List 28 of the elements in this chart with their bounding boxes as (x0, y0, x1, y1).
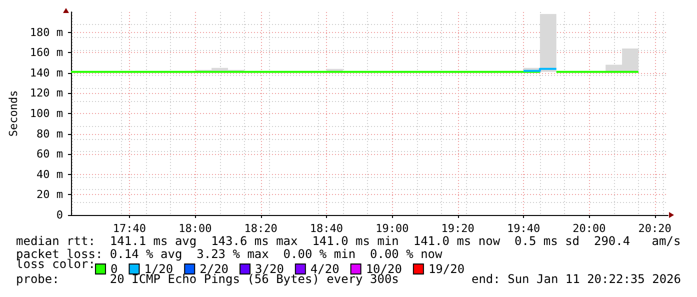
y-axis-title: Seconds (7, 90, 20, 137)
legend-label: 2/20 (200, 262, 229, 276)
y-tick-label: 160 m (30, 46, 64, 60)
y-tick-label: 80 m (36, 127, 64, 140)
y-tick-label: 140 m (30, 66, 64, 80)
x-tick-label: 18:20 (244, 222, 278, 235)
x-tick-label: 18:00 (178, 222, 212, 235)
legend-label: 10/20 (366, 262, 402, 276)
x-tick-label: 19:40 (506, 222, 540, 235)
y-tick-label: 40 m (36, 168, 64, 181)
legend-title: loss color: (16, 257, 96, 271)
text: end: Sun Jan 11 20:22:35 2026 (471, 272, 681, 286)
x-tick-label: 18:40 (310, 222, 344, 235)
x-tick-label: 20:20 (638, 222, 672, 235)
legend-label: 4/20 (310, 262, 340, 276)
text: median rtt: 141.1 ms avg 143.6 ms max 141.0 ms min 141.0 ms now 0.5 ms sd 290.4 am/s (16, 234, 681, 248)
y-tick-label: 0 (56, 208, 64, 222)
y-tick-label: 60 m (36, 148, 64, 161)
x-tick-label: 19:00 (376, 222, 409, 235)
x-tick-label: 20:00 (572, 222, 606, 235)
legend-label: 3/20 (255, 262, 284, 276)
y-tick-label: 100 m (30, 107, 64, 120)
x-tick-label: 19:20 (441, 222, 474, 235)
y-tick-label: 180 m (30, 26, 64, 39)
y-tick-label: 20 m (36, 188, 64, 202)
legend-label: 19/20 (428, 262, 465, 276)
y-tick-label: 120 m (30, 86, 64, 100)
x-tick-label: 17:40 (112, 222, 146, 235)
